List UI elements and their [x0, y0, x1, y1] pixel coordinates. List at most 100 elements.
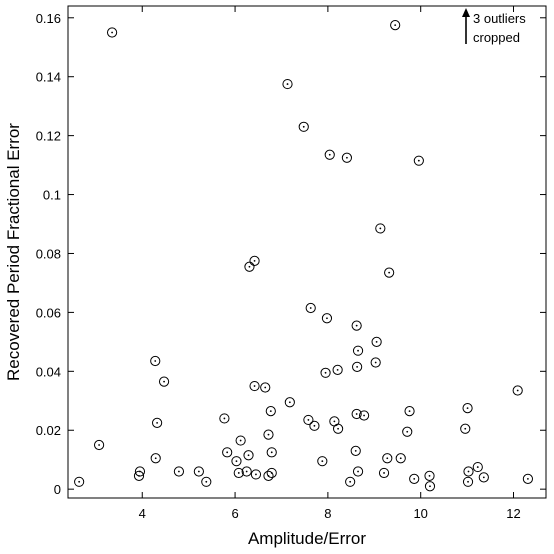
- point-dot: [466, 407, 469, 410]
- point-ring: [106, 27, 118, 38]
- point-dot: [78, 480, 81, 483]
- data-point: [305, 302, 316, 314]
- point-dot: [413, 477, 416, 480]
- point-dot: [309, 307, 312, 309]
- point-ring: [321, 313, 333, 324]
- y-axis-title: Recovered Period Fractional Error: [4, 123, 23, 381]
- y-tick-label: 0.14: [36, 70, 61, 85]
- point-dot: [328, 153, 331, 156]
- data-point: [244, 261, 255, 272]
- y-tick-label: 0.1: [43, 188, 61, 203]
- data-point: [265, 405, 276, 417]
- point-ring: [260, 382, 271, 393]
- point-dot: [178, 470, 180, 473]
- y-tick-label: 0.08: [36, 246, 61, 261]
- data-point: [371, 336, 382, 347]
- data-point: [233, 467, 244, 479]
- point-ring: [351, 320, 362, 331]
- point-ring: [222, 447, 233, 458]
- data-point: [352, 345, 364, 356]
- point-dot: [223, 417, 226, 420]
- data-point: [321, 313, 333, 324]
- point-ring: [284, 397, 295, 408]
- data-point: [472, 461, 483, 473]
- point-dot: [205, 480, 208, 483]
- point-dot: [357, 349, 359, 352]
- arrow-head-icon: [462, 8, 470, 17]
- y-tick-label: 0.02: [36, 423, 61, 438]
- point-ring: [345, 476, 356, 487]
- point-dot: [98, 444, 100, 446]
- data-point: [375, 223, 386, 234]
- point-dot: [235, 460, 238, 463]
- point-dot: [247, 454, 250, 457]
- data-point: [352, 466, 364, 477]
- data-point: [350, 445, 361, 456]
- point-ring: [358, 410, 370, 421]
- point-ring: [158, 376, 170, 387]
- point-ring: [266, 447, 277, 458]
- data-point: [390, 20, 401, 31]
- point-dot: [326, 317, 328, 320]
- point-ring: [74, 476, 85, 487]
- data-point: [382, 453, 393, 464]
- y-tick-label: 0.16: [36, 11, 61, 26]
- point-dot: [333, 420, 336, 423]
- data-point: [222, 447, 233, 458]
- point-ring: [320, 367, 331, 378]
- point-dot: [154, 457, 157, 460]
- point-dot: [379, 227, 382, 230]
- annotation-line-1: 3 outliers: [473, 11, 526, 26]
- x-tick-label: 6: [231, 506, 238, 521]
- data-point: [266, 467, 277, 479]
- data-point: [351, 408, 362, 420]
- point-dot: [321, 460, 324, 463]
- data-point: [462, 403, 473, 414]
- point-dot: [253, 259, 256, 262]
- point-dot: [356, 365, 359, 368]
- point-ring: [309, 420, 320, 431]
- point-dot: [516, 389, 519, 392]
- point-ring: [478, 472, 489, 483]
- data-point: [478, 472, 489, 483]
- point-ring: [409, 473, 420, 484]
- data-point: [404, 405, 415, 417]
- data-point: [332, 423, 344, 434]
- data-point: [370, 357, 381, 368]
- point-dot: [388, 271, 391, 274]
- point-ring: [241, 466, 252, 477]
- data-point: [241, 466, 252, 477]
- x-tick-label: 8: [324, 506, 331, 521]
- data-point: [512, 385, 523, 396]
- data-point: [134, 466, 146, 477]
- point-dot: [154, 360, 157, 362]
- point-dot: [237, 472, 240, 474]
- data-point: [358, 410, 370, 421]
- point-ring: [265, 405, 276, 417]
- point-ring: [424, 470, 435, 482]
- data-point: [395, 453, 406, 464]
- data-point: [341, 152, 353, 163]
- data-point: [150, 355, 161, 367]
- point-ring: [249, 380, 260, 392]
- point-dot: [476, 466, 479, 468]
- point-dot: [394, 24, 397, 27]
- y-tick-label: 0.04: [36, 364, 61, 379]
- point-ring: [350, 445, 361, 456]
- point-dot: [349, 480, 352, 483]
- point-ring: [341, 152, 353, 163]
- point-ring: [134, 466, 146, 477]
- point-ring: [413, 155, 424, 166]
- point-ring: [219, 413, 230, 424]
- annotation-line-2: cropped: [473, 30, 520, 45]
- point-ring: [390, 20, 401, 31]
- point-dot: [269, 410, 272, 412]
- point-dot: [226, 451, 229, 454]
- data-point: [460, 423, 471, 434]
- point-dot: [374, 361, 377, 364]
- data-point: [219, 413, 230, 424]
- point-ring: [472, 461, 483, 473]
- point-ring: [324, 149, 335, 160]
- point-ring: [462, 476, 474, 487]
